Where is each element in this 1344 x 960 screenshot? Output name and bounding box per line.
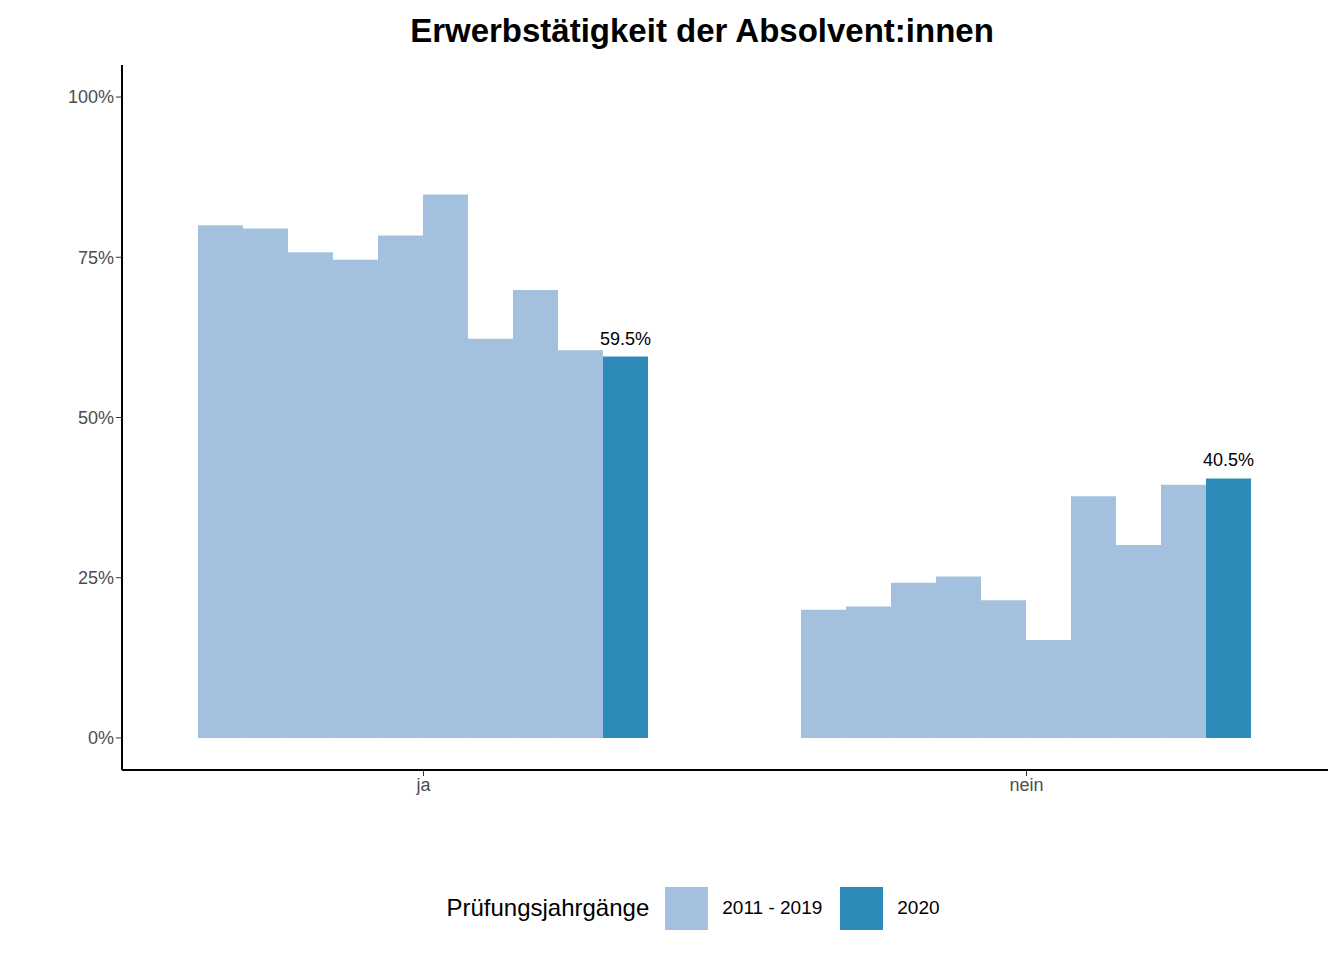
svg-text:40.5%: 40.5% [1203,450,1254,470]
svg-text:100%: 100% [68,87,114,107]
html-text:Erwerbstätigkeit der Absolvent: Erwerbstätigkeit der Absolvent:innen [410,12,994,49]
svg-text:ja: ja [415,775,431,795]
html-text:2020: 2020 [897,897,940,918]
svg-text:0%: 0% [88,728,114,748]
svg-text:75%: 75% [78,248,114,268]
html-text:Prüfungsjahrgänge: Prüfungsjahrgänge [446,894,650,921]
svg-text:nein: nein [1009,775,1043,795]
svg-text:50%: 50% [78,408,114,428]
svg-text:25%: 25% [78,568,114,588]
html-text:2011 - 2019: 2011 - 2019 [722,897,823,918]
svg-text:59.5%: 59.5% [600,329,651,349]
